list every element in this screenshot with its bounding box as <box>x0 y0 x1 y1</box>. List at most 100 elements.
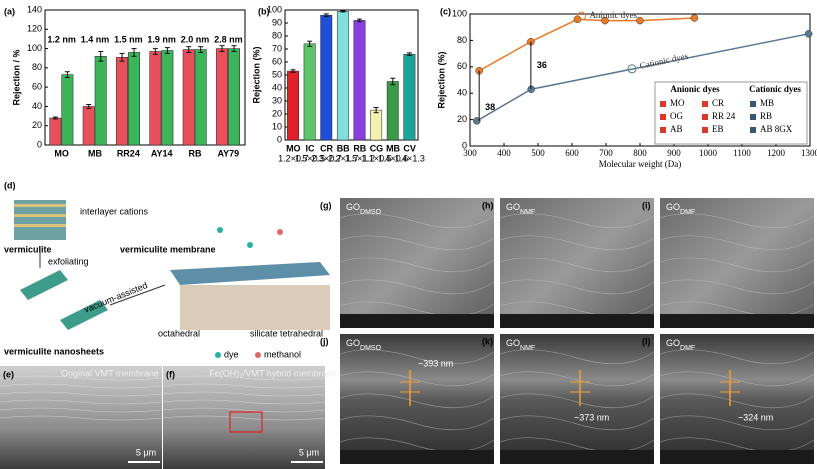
panel-label: (d) <box>4 180 16 190</box>
texture <box>659 301 815 317</box>
bar <box>61 74 74 146</box>
error-bar <box>98 50 104 62</box>
layer <box>14 204 66 207</box>
point <box>473 117 481 125</box>
sem-image <box>660 334 814 464</box>
diagram-label: methanol <box>264 349 301 359</box>
error-bar <box>86 104 92 109</box>
sem-title: GONMF <box>506 202 535 215</box>
size-label: 2.0 nm <box>181 34 210 44</box>
sem-title: GODMSO <box>346 202 382 215</box>
bar <box>49 117 62 146</box>
y-tick-label: 70 <box>272 43 282 53</box>
y-tick-label: 20 <box>32 120 42 130</box>
error-bar <box>373 107 379 114</box>
bar <box>94 56 107 146</box>
membrane <box>170 262 330 285</box>
texture <box>499 371 655 387</box>
texture <box>499 393 655 409</box>
panel-label: (i) <box>642 200 651 210</box>
texture <box>339 393 495 409</box>
y-tick-label: 0 <box>277 134 282 144</box>
texture <box>339 349 495 365</box>
texture <box>499 349 655 365</box>
x-tick-label: RR24 <box>117 148 140 158</box>
bar <box>353 20 366 141</box>
texture <box>659 349 815 365</box>
bar <box>182 49 195 146</box>
info-bar <box>340 314 494 328</box>
y-tick-label: 100 <box>452 8 467 18</box>
diagram-label: vermiculite nanosheets <box>4 346 104 356</box>
panel-d <box>0 178 335 364</box>
texture <box>659 437 815 453</box>
y-tick-label: 0 <box>37 139 42 149</box>
x-tick-label: 1100 <box>733 148 751 158</box>
scale-bar-label: 5 μm <box>136 447 156 457</box>
subscript: DMF <box>680 209 695 216</box>
size-label: 1.5×1.2 <box>345 153 375 163</box>
texture <box>659 257 815 273</box>
methanol-icon <box>277 229 283 235</box>
texture <box>659 279 815 295</box>
sem-image <box>340 198 494 328</box>
error-bar <box>152 48 158 55</box>
layer-texture <box>0 399 163 405</box>
diagram-label: dye <box>224 349 239 359</box>
layer-texture <box>162 415 326 421</box>
title: GO <box>506 338 520 348</box>
plot-frame <box>44 9 246 146</box>
sem-image <box>500 334 654 464</box>
texture <box>339 437 495 453</box>
y-tick-label: 60 <box>457 61 467 71</box>
x-tick-label: 1200 <box>767 148 786 158</box>
legend-label: CR <box>712 98 724 108</box>
thickness-label: ~393 nm <box>418 358 453 368</box>
x-tick-label: 1300 <box>801 148 817 158</box>
legend-label: AB <box>670 124 683 134</box>
info-bar <box>660 314 814 328</box>
size-label: 2.8 nm <box>214 34 243 44</box>
y-axis-label: Rejection / % <box>11 49 21 105</box>
x-tick-label: 800 <box>633 148 647 158</box>
x-tick-label: AY14 <box>151 148 173 158</box>
x-tick-label: MO <box>286 143 301 153</box>
legend-box <box>654 81 808 145</box>
title: GO <box>666 338 680 348</box>
x-tick-label: 300 <box>463 148 477 158</box>
diagram-label: interlayer cations <box>80 206 149 216</box>
info-bar <box>500 450 654 464</box>
bar <box>403 53 416 141</box>
highlight-box <box>229 411 263 433</box>
error-bar <box>186 46 192 53</box>
bar <box>228 48 240 146</box>
texture <box>499 257 655 273</box>
y-tick-label: 40 <box>32 101 42 111</box>
annotation: 38 <box>485 102 495 112</box>
dye-icon <box>217 227 223 233</box>
legend-label: RB <box>760 111 772 121</box>
legend-swatch <box>750 114 756 120</box>
texture <box>339 279 495 295</box>
panel-label: (e) <box>3 369 14 379</box>
layer-texture <box>0 375 163 381</box>
legend-swatch <box>702 101 708 107</box>
diagram-label: vermiculite <box>4 244 52 254</box>
thickness-label: ~324 nm <box>738 412 773 422</box>
panel-label: (h) <box>482 200 494 210</box>
y-axis-label: Rejection (%) <box>436 51 446 108</box>
texture <box>499 213 655 229</box>
texture <box>499 437 655 453</box>
layer-texture <box>0 383 163 389</box>
panel-label: (c) <box>440 6 451 16</box>
error-bar <box>131 48 137 57</box>
error-bar <box>357 18 363 23</box>
legend-swatch <box>660 114 666 120</box>
x-tick-label: MO <box>54 148 69 158</box>
error-bar <box>198 46 204 53</box>
error-bar <box>119 52 125 62</box>
sem-title: GODMF <box>666 338 695 351</box>
sem-image <box>500 198 654 328</box>
y-tick-label: 20 <box>272 108 282 118</box>
